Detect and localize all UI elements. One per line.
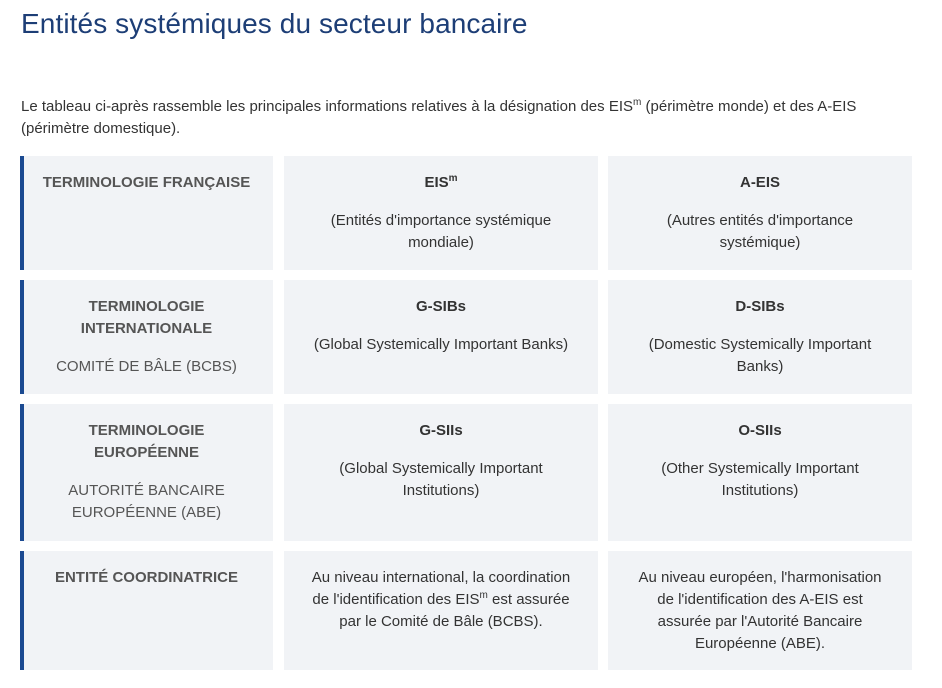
- intro-paragraph: Le tableau ci-après rassemble les princi…: [21, 96, 921, 140]
- eism-description: (Entités d'importance systémique mondial…: [330, 212, 552, 251]
- row-label-cell: TERMINOLOGIE INTERNATIONALE COMITÉ DE BÂ…: [20, 280, 273, 394]
- d-sibs-title: D-SIBs: [735, 298, 785, 315]
- table-row-french-terminology: TERMINOLOGIE FRANÇAISE EISm (Entités d'i…: [20, 156, 912, 270]
- european-coordination-text: Au niveau européen, l'harmonisation de l…: [638, 569, 882, 652]
- row-label-cell: TERMINOLOGIE EUROPÉENNE AUTORITÉ BANCAIR…: [20, 404, 273, 541]
- row-label: ENTITÉ COORDINATRICE: [54, 569, 239, 586]
- row-sublabel: COMITÉ DE BÂLE (BCBS): [56, 358, 237, 375]
- table-row-european-terminology: TERMINOLOGIE EUROPÉENNE AUTORITÉ BANCAIR…: [20, 404, 912, 541]
- eism-title-superscript: m: [448, 173, 458, 184]
- intro-superscript: m: [633, 97, 642, 108]
- d-sibs-description: (Domestic Systemically Important Banks): [648, 336, 872, 375]
- table-row-coordinating-entity: ENTITÉ COORDINATRICE Au niveau internati…: [20, 551, 912, 670]
- o-siis-cell: O-SIIs (Other Systemically Important Ins…: [608, 404, 912, 541]
- row-label-cell: TERMINOLOGIE FRANÇAISE: [20, 156, 273, 270]
- row-label: TERMINOLOGIE FRANÇAISE: [42, 174, 251, 191]
- page-title: Entités systémiques du secteur bancaire: [21, 8, 528, 39]
- g-siis-title: G-SIIs: [419, 422, 463, 439]
- o-siis-title: O-SIIs: [738, 422, 782, 439]
- intro-text-before: Le tableau ci-après rassemble les princi…: [21, 98, 633, 115]
- o-siis-description: (Other Systemically Important Institutio…: [661, 460, 859, 499]
- eism-title-text: EIS: [424, 174, 449, 191]
- row-label-cell: ENTITÉ COORDINATRICE: [20, 551, 273, 670]
- d-sibs-cell: D-SIBs (Domestic Systemically Important …: [608, 280, 912, 394]
- eism-title: EISm: [306, 172, 576, 194]
- a-eis-description: (Autres entités d'importance systémique): [666, 212, 854, 251]
- g-siis-description: (Global Systemically Important Instituti…: [339, 460, 543, 499]
- row-label: TERMINOLOGIE INTERNATIONALE: [80, 298, 213, 337]
- international-coordination-text-before: Au niveau international, la coordination…: [311, 569, 571, 608]
- international-coordination-superscript: m: [479, 590, 488, 601]
- row-label: TERMINOLOGIE EUROPÉENNE: [88, 422, 205, 461]
- table-row-international-terminology: TERMINOLOGIE INTERNATIONALE COMITÉ DE BÂ…: [20, 280, 912, 394]
- g-siis-cell: G-SIIs (Global Systemically Important In…: [284, 404, 598, 541]
- international-coordination-text-after: est assurée par le Comité de Bâle (BCBS)…: [339, 591, 570, 630]
- international-coordination-text: Au niveau international, la coordination…: [306, 567, 576, 633]
- international-coordination-cell: Au niveau international, la coordination…: [284, 551, 598, 670]
- g-sibs-title: G-SIBs: [415, 298, 466, 315]
- eism-cell: EISm (Entités d'importance systémique mo…: [284, 156, 598, 270]
- g-sibs-cell: G-SIBs (Global Systemically Important Ba…: [284, 280, 598, 394]
- g-sibs-description: (Global Systemically Important Banks): [313, 336, 569, 353]
- intro-text-after: (périmètre monde) et des A-EIS (périmètr…: [21, 98, 857, 137]
- european-coordination-cell: Au niveau européen, l'harmonisation de l…: [608, 551, 912, 670]
- row-sublabel: AUTORITÉ BANCAIRE EUROPÉENNE (ABE): [68, 482, 225, 521]
- a-eis-title: A-EIS: [739, 174, 780, 191]
- a-eis-cell: A-EIS (Autres entités d'importance systé…: [608, 156, 912, 270]
